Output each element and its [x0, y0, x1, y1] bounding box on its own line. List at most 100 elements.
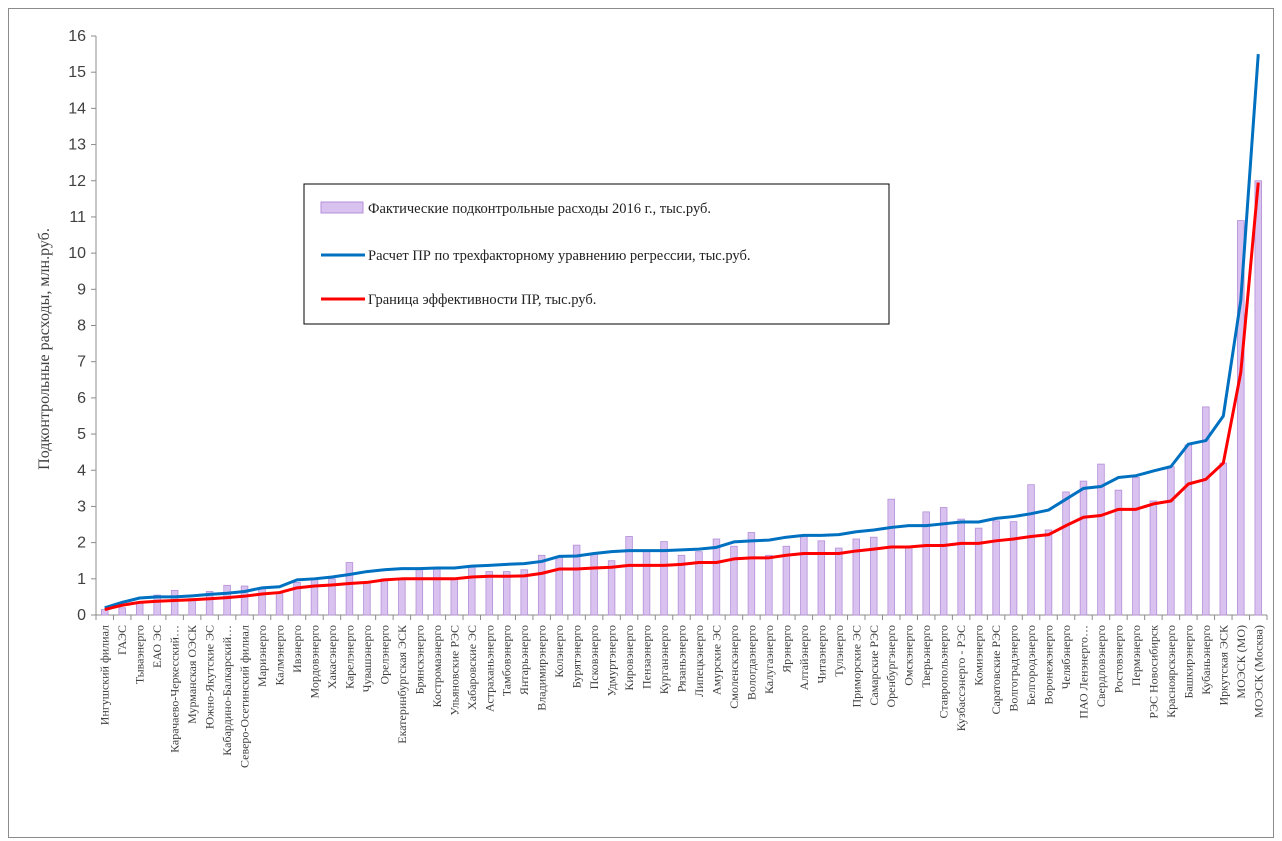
y-tick-label: 12: [68, 173, 86, 190]
x-tick-label: Тываэнерго: [133, 625, 147, 684]
frontier-line: [104, 182, 1260, 612]
x-tick-label: Мурманская ОЭСК: [185, 624, 199, 724]
x-tick-label: Ростовэнерго: [1111, 625, 1125, 693]
x-tick-label: Карачаево-Черкесский…: [168, 625, 182, 753]
y-tick-label: 3: [77, 498, 86, 515]
bar: [503, 571, 511, 616]
x-tick-label: Белгородэнерго: [1024, 625, 1038, 705]
x-tick-label: Кубаньэнерго: [1199, 625, 1213, 695]
bar: [730, 545, 738, 616]
bar: [1149, 500, 1158, 616]
bar: [1132, 477, 1140, 616]
bar: [835, 547, 843, 616]
x-tick-label: Ивэнерго: [290, 625, 304, 673]
bar: [1202, 406, 1210, 616]
bar: [520, 569, 528, 616]
bar: [240, 585, 249, 616]
x-tick-label: Ставропольэнерго: [937, 625, 951, 718]
legend: Фактические подконтрольные расходы 2016 …: [303, 183, 890, 325]
x-tick-label: Астраханьэнерго: [482, 625, 496, 712]
legend-box: [303, 183, 890, 325]
bar: [852, 538, 860, 616]
bar: [380, 578, 389, 616]
bar: [275, 592, 284, 616]
bar: [870, 536, 878, 616]
legend-swatch-bar: [320, 201, 364, 214]
x-tick-label: Псковэнерго: [587, 625, 601, 689]
bar: [922, 511, 930, 616]
x-tick-label: Карелэнерго: [342, 625, 356, 689]
bar: [398, 578, 406, 616]
bar: [660, 541, 668, 616]
x-tick-label: Удмуртэнерго: [605, 625, 619, 696]
bar: [1062, 491, 1070, 616]
x-tick-label: Волгоградэнерго: [1007, 625, 1021, 712]
bar: [957, 518, 965, 616]
bar: [800, 534, 808, 616]
bar: [695, 551, 703, 616]
bar: [607, 560, 616, 616]
y-tick-label: 5: [77, 426, 86, 443]
y-tick-label: 13: [68, 137, 86, 154]
x-tick-label: Орелэнерго: [377, 625, 391, 685]
x-tick-label: Мордовэнерго: [307, 625, 321, 699]
legend-label-bar: Фактические подконтрольные расходы 2016 …: [368, 201, 711, 217]
x-tick-label: Северо-Осетинский филиал: [238, 625, 252, 768]
bar: [328, 578, 336, 616]
y-tick-label: 16: [68, 28, 86, 45]
bar: [590, 553, 598, 616]
regression-line: [104, 53, 1260, 610]
y-tick-label: 4: [77, 462, 86, 479]
y-tick-label: 6: [77, 390, 86, 407]
y-tick-label: 9: [77, 281, 86, 298]
x-tick-label: Саратовские РЭС: [989, 625, 1003, 715]
x-tick-label: Липецкэнерго: [692, 625, 706, 697]
bar: [223, 584, 231, 616]
x-tick-label: Брянскэнерго: [412, 625, 426, 694]
bar: [118, 607, 126, 616]
x-tick-label: Читаэнерго: [814, 625, 828, 683]
y-tick-label: 1: [77, 571, 86, 588]
x-tick-label: Алтайэнерго: [797, 625, 811, 690]
x-tick-label: Тамбовэнерго: [500, 625, 514, 696]
y-tick-label: 2: [77, 535, 86, 552]
x-tick-label: Оренбургэнерго: [884, 625, 898, 708]
x-tick-label: Приморские ЭС: [849, 625, 863, 708]
y-tick-label: 11: [69, 209, 86, 226]
x-tick-label: Красноярскэнерго: [1164, 625, 1178, 718]
x-tick-label: Курганэнерго: [657, 625, 671, 694]
y-tick-label: 7: [77, 354, 86, 371]
bar: [485, 571, 493, 616]
x-tick-label: МОЭСК (МО): [1234, 625, 1248, 699]
bar: [1027, 484, 1035, 616]
bar: [258, 587, 266, 616]
y-axis-title: Подконтрольные расходы, млн.руб.: [36, 228, 53, 470]
x-tick-label: Владимирэнерго: [535, 625, 549, 711]
x-tick-label: Янтарьэнерго: [517, 625, 531, 695]
bar: [765, 554, 773, 616]
x-tick-label: Свердловэнерго: [1094, 625, 1108, 707]
bar: [677, 554, 686, 616]
chart-frame: 0 1 2 3 4 5 6 7 8 9 10 11 12 13 14 15 16 Ингушский филиал…: [8, 8, 1274, 838]
bar: [433, 567, 441, 616]
x-tick-label: Мариэнерго: [255, 625, 269, 687]
bar: [101, 609, 109, 616]
bar: [537, 554, 546, 616]
x-tick-label: РЭС Новосибирск: [1146, 625, 1160, 719]
x-tick-label: Башкирэнерго: [1181, 625, 1195, 699]
bar: [153, 594, 161, 616]
legend-label-frontier: Граница эффективности ПР, тыс.руб.: [368, 292, 596, 308]
bar: [642, 549, 651, 616]
x-tick-label: Вологдаэнерго: [744, 625, 758, 700]
x-tick-label: Екатеринбургская ЭСК: [395, 624, 409, 744]
x-tick-label: Пермэнерго: [1129, 625, 1143, 686]
bar: [712, 538, 721, 616]
y-tick-label: 0: [77, 607, 86, 624]
bar: [817, 540, 826, 616]
bar: [170, 589, 179, 616]
x-tick-label: Костромаэнерго: [430, 625, 444, 708]
bar: [310, 578, 319, 616]
bar: [992, 520, 1000, 616]
